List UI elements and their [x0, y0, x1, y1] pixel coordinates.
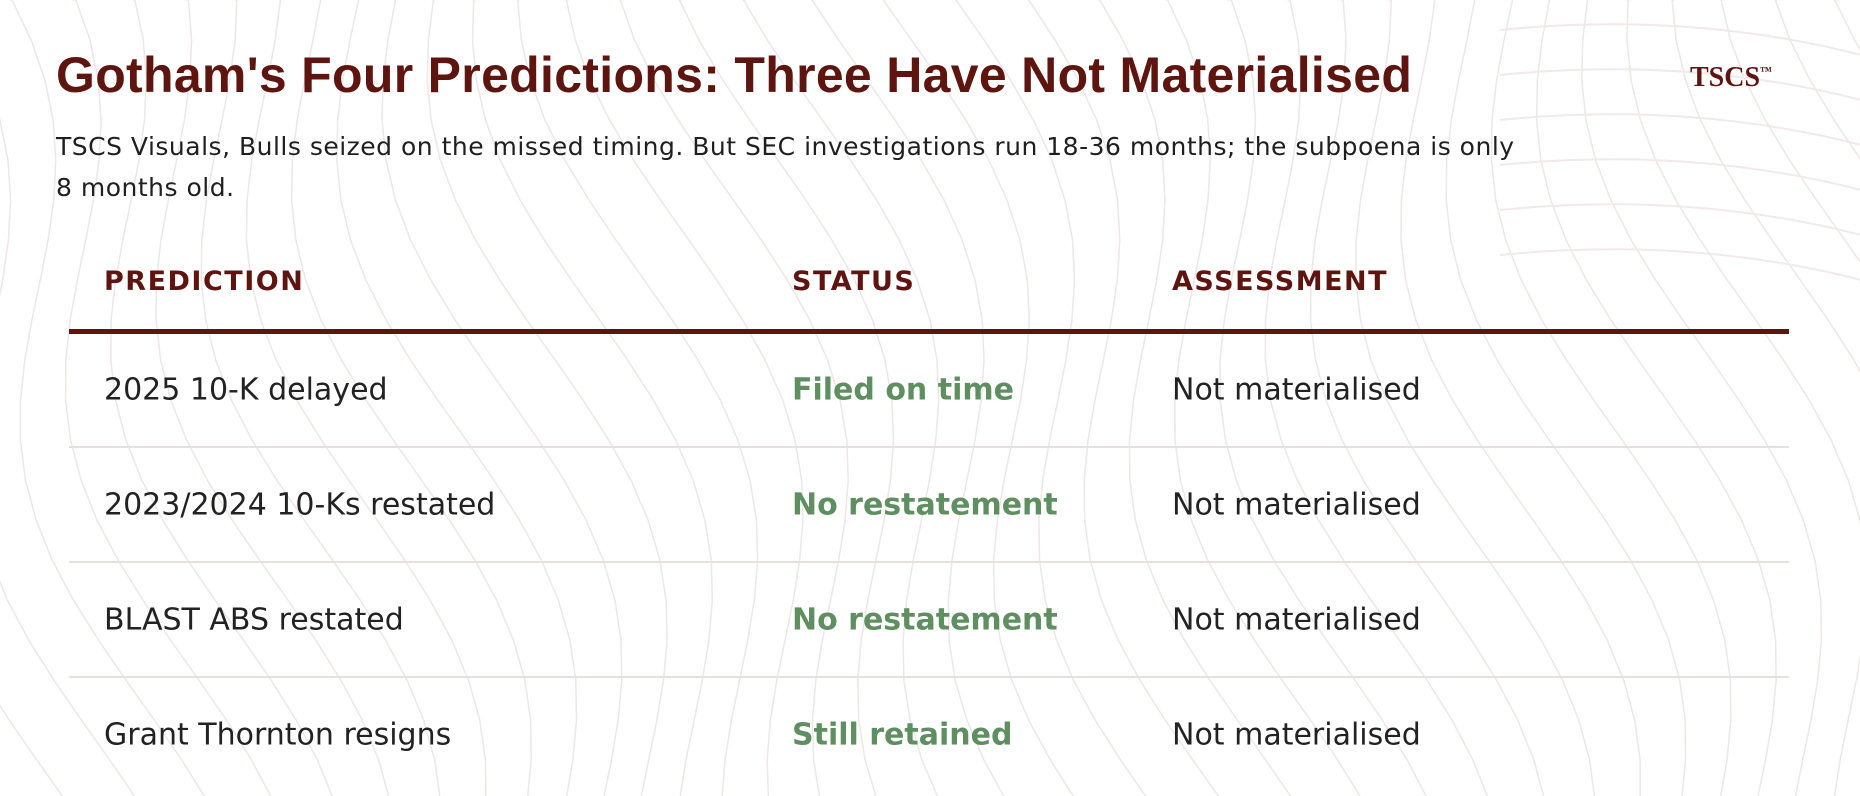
contour-line [0, 703, 64, 796]
contour-line [336, 0, 578, 796]
header-rule [69, 329, 1789, 334]
contour-line [426, 0, 668, 796]
contour-line [1096, 0, 1292, 796]
contour-line [1264, 0, 1489, 796]
status-cell: Filed on time [792, 372, 1014, 407]
contour-line [1774, 0, 1860, 160]
contour-line [1499, 158, 1860, 191]
contour-line [200, 0, 441, 796]
prediction-cell: 2025 10-K delayed [104, 372, 388, 407]
logo-text: TSCS [1690, 62, 1761, 93]
status-cell: No restatement [792, 487, 1058, 522]
trademark: ™ [1760, 64, 1773, 78]
contour-line [381, 0, 623, 796]
contour-line [1535, 0, 1777, 796]
contour-line [1400, 0, 1641, 796]
contour-line [1027, 0, 1220, 796]
prediction-cell: Grant Thornton resigns [104, 717, 452, 752]
contour-line [811, 0, 1005, 796]
contour-line [110, 0, 333, 796]
contour-line [1499, 68, 1860, 101]
contour-line [1581, 0, 1823, 796]
prediction-cell: 2023/2024 10-Ks restated [104, 487, 496, 522]
status-cell: Still retained [792, 717, 1013, 752]
contour-line [64, 0, 272, 796]
contour-line [1499, 113, 1860, 146]
assessment-cell: Not materialised [1172, 487, 1421, 522]
contour-line [619, 0, 849, 796]
contour-line [1499, 23, 1860, 56]
table-row: BLAST ABS restated No restatement Not mate… [69, 562, 1789, 677]
contour-line [1490, 0, 1732, 796]
column-header-status: STATUS [792, 266, 916, 297]
contour-line [516, 0, 759, 796]
tscs-logo: TSCS™ [1690, 62, 1772, 94]
contour-line [290, 0, 532, 796]
row-divider [69, 561, 1789, 563]
contour-line [245, 0, 487, 796]
subtitle: TSCS Visuals, Bulls seized on the missed… [56, 132, 1515, 202]
contour-line [882, 0, 1075, 796]
contour-line [155, 0, 390, 796]
page-title: Gotham's Four Predictions: Three Have No… [56, 47, 1413, 103]
column-header-prediction: PREDICTION [104, 266, 305, 297]
contour-line [1355, 0, 1596, 796]
contour-line [1720, 0, 1860, 264]
table-row: 2023/2024 10-Ks restated No restatement No… [69, 447, 1789, 562]
contour-line [678, 0, 895, 796]
column-header-assessment: ASSESSMENT [1172, 266, 1389, 297]
status-cell: No restatement [792, 602, 1058, 637]
contour-line [0, 117, 136, 796]
contour-line [955, 0, 1147, 796]
assessment-cell: Not materialised [1172, 717, 1421, 752]
contour-line [1219, 0, 1427, 796]
contour-line [1163, 0, 1361, 796]
table-row: 2025 10-K delayed Filed on time Not materi… [69, 332, 1789, 447]
assessment-cell: Not materialised [1172, 372, 1421, 407]
contour-line [1309, 0, 1545, 796]
contour-line [1499, 203, 1860, 236]
row-divider [69, 676, 1789, 678]
prediction-cell: BLAST ABS restated [104, 602, 404, 637]
contour-line [565, 0, 804, 796]
table-row: Grant Thornton resigns Still retained Not … [69, 677, 1789, 792]
contour-line [1445, 0, 1687, 796]
contour-line [742, 0, 940, 796]
contour-line [471, 0, 714, 796]
row-divider [69, 446, 1789, 448]
contour-line [1671, 0, 1860, 373]
contour-line [8, 0, 206, 796]
contour-line [1499, 248, 1860, 281]
assessment-cell: Not materialised [1172, 602, 1421, 637]
